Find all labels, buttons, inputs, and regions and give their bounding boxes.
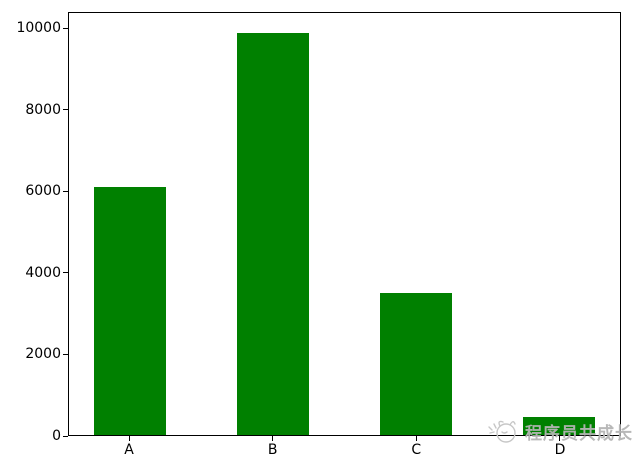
- y-tick-mark: [63, 190, 68, 192]
- y-tick-mark: [63, 435, 68, 437]
- bar-B: [237, 33, 309, 435]
- x-tick-mark: [128, 436, 130, 441]
- x-tick-mark: [415, 436, 417, 441]
- x-tick-label: C: [411, 442, 422, 458]
- y-tick-label: 2000: [25, 346, 61, 363]
- y-tick-label: 4000: [25, 264, 61, 281]
- bar-C: [380, 292, 452, 435]
- y-tick-label: 6000: [25, 183, 61, 200]
- y-tick-mark: [63, 272, 68, 274]
- plot-area: [68, 12, 621, 436]
- bar-D: [523, 416, 595, 435]
- x-tick-mark: [559, 436, 561, 441]
- y-tick-label: 0: [52, 428, 61, 444]
- y-tick-label: 10000: [16, 20, 61, 37]
- y-tick-mark: [63, 27, 68, 29]
- y-tick-label: 8000: [25, 101, 61, 118]
- x-tick-label: D: [554, 442, 566, 458]
- x-tick-label: B: [267, 442, 278, 458]
- y-tick-mark: [63, 353, 68, 355]
- x-tick-mark: [272, 436, 274, 441]
- x-tick-label: A: [124, 442, 134, 458]
- y-tick-mark: [63, 109, 68, 111]
- bar-A: [94, 187, 166, 435]
